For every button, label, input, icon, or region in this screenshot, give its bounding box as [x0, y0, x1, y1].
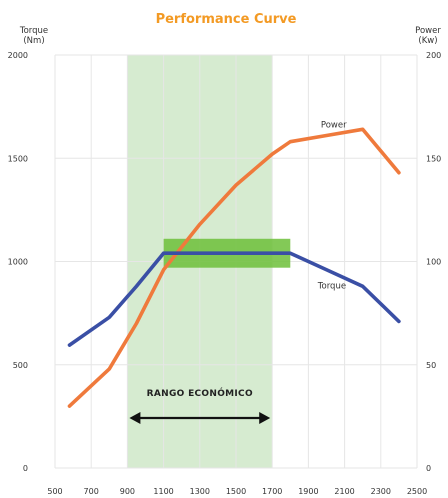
y-left-tick-label: 0 — [23, 464, 28, 473]
x-tick-label: 900 — [120, 487, 135, 496]
series-label-torque: Torque — [317, 281, 346, 291]
x-tick-label: 2500 — [407, 487, 427, 496]
y-right-axis-unit: (Kw) — [418, 36, 437, 46]
x-tick-label: 1700 — [262, 487, 282, 496]
x-tick-label: 1500 — [226, 487, 246, 496]
series-layer — [67, 127, 401, 408]
band-label: RANGO ECONÓMICO — [147, 387, 253, 399]
y-left-tick-label: 1000 — [8, 258, 28, 267]
x-tick-label: 2300 — [371, 487, 391, 496]
band-arrow-left-head — [129, 412, 141, 424]
chart-title: Performance Curve — [156, 12, 297, 27]
y-left-axis-label: Torque — [19, 26, 48, 36]
y-left-tick-label: 1500 — [8, 154, 28, 163]
series-label-power: Power — [321, 120, 347, 130]
y-right-tick-label: 150 — [426, 154, 441, 163]
tick-layer: 500 700 900 1100 1300 1500 1700 1900 2100 2300 250… — [8, 51, 442, 496]
x-tick-label: 500 — [47, 487, 62, 496]
y-left-tick-label: 2000 — [8, 51, 28, 60]
x-tick-label: 700 — [84, 487, 99, 496]
y-right-tick-label: 100 — [426, 258, 441, 267]
grid-layer — [54, 54, 418, 469]
x-tick-label: 1300 — [190, 487, 210, 496]
y-left-tick-label: 500 — [13, 361, 28, 370]
x-tick-label: 2100 — [334, 487, 354, 496]
y-left-axis-unit: (Nm) — [23, 36, 44, 46]
series-line-torque — [67, 251, 401, 347]
y-right-tick-label: 0 — [426, 464, 431, 473]
band-annotation: RANGO ECONÓMICO — [129, 387, 271, 424]
y-right-axis-label: Power — [415, 26, 441, 36]
x-tick-label: 1900 — [298, 487, 318, 496]
band-arrow-right-head — [259, 412, 271, 424]
y-right-tick-label: 50 — [426, 361, 436, 370]
x-tick-label: 1100 — [153, 487, 173, 496]
y-right-tick-label: 200 — [426, 51, 441, 60]
